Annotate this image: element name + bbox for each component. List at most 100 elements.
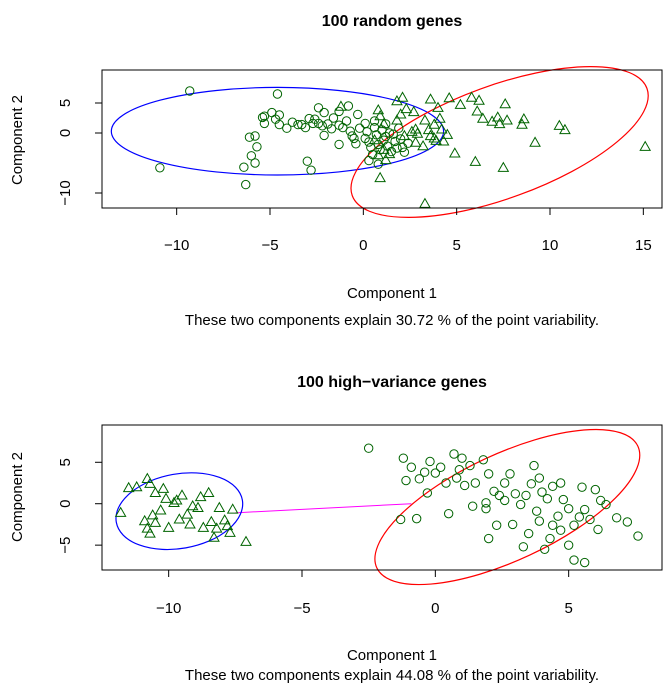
x-tick-label: 0 bbox=[359, 237, 367, 254]
data-point-triangle bbox=[221, 519, 234, 531]
data-point-triangle bbox=[122, 481, 135, 493]
data-point-circle bbox=[547, 481, 558, 492]
data-point-triangle bbox=[205, 515, 218, 527]
data-point-circle bbox=[523, 528, 534, 539]
data-point-triangle bbox=[419, 114, 431, 125]
x-tick-label: 5 bbox=[564, 600, 572, 617]
data-point-circle bbox=[510, 489, 521, 499]
data-point-triangle bbox=[213, 501, 226, 512]
data-point-circle bbox=[558, 494, 569, 505]
data-point-circle bbox=[534, 516, 545, 526]
data-point-triangle bbox=[218, 514, 231, 525]
data-point-triangle bbox=[398, 129, 411, 141]
x-tick-label: −5 bbox=[261, 237, 278, 254]
data-point-circle bbox=[529, 460, 539, 471]
data-point-triangle bbox=[448, 147, 461, 158]
data-point-triangle bbox=[144, 527, 156, 538]
data-point-circle bbox=[363, 443, 374, 453]
data-point-triangle bbox=[391, 114, 403, 125]
data-point-circle bbox=[518, 542, 529, 552]
data-point-triangle bbox=[192, 501, 204, 512]
data-point-triangle bbox=[144, 477, 156, 488]
data-point-triangle bbox=[383, 147, 396, 159]
data-point-circle bbox=[319, 130, 329, 141]
data-point-circle bbox=[553, 511, 563, 521]
data-point-triangle bbox=[368, 133, 381, 145]
x-tick-label: −10 bbox=[156, 600, 181, 617]
data-point-triangle bbox=[471, 105, 484, 116]
data-point-circle bbox=[441, 478, 451, 488]
data-point-triangle bbox=[173, 513, 186, 524]
connector-2 bbox=[235, 503, 412, 514]
data-point-circle bbox=[443, 508, 454, 519]
data-point-triangle bbox=[407, 105, 420, 117]
data-point-circle bbox=[282, 123, 292, 133]
data-point-triangle bbox=[186, 499, 199, 511]
data-point-circle bbox=[364, 137, 374, 147]
data-point-triangle bbox=[391, 94, 403, 106]
data-point-circle bbox=[451, 473, 462, 483]
plot-frame-2 bbox=[101, 424, 663, 571]
data-point-triangle bbox=[396, 91, 409, 102]
data-point-triangle bbox=[130, 480, 143, 492]
data-point-circle bbox=[459, 480, 470, 491]
x-axis-label-1: Component 1 bbox=[347, 285, 437, 302]
data-point-circle bbox=[360, 118, 370, 129]
data-point-triangle bbox=[197, 521, 210, 532]
data-point-circle bbox=[457, 453, 467, 463]
data-point-circle bbox=[354, 123, 365, 133]
data-point-circle bbox=[547, 520, 558, 530]
x-axis-label-2: Component 1 bbox=[347, 647, 437, 664]
data-point-circle bbox=[390, 136, 400, 147]
data-point-circle bbox=[505, 469, 515, 479]
data-point-triangle bbox=[372, 103, 385, 115]
data-point-circle bbox=[345, 126, 355, 136]
data-point-circle bbox=[411, 513, 422, 524]
data-point-triangle bbox=[114, 506, 127, 517]
data-point-triangle bbox=[409, 136, 422, 147]
data-point-circle bbox=[334, 106, 344, 117]
x-tick-label: −10 bbox=[164, 237, 189, 254]
cluster-ellipse-1 bbox=[115, 472, 244, 551]
data-point-circle bbox=[542, 494, 553, 504]
data-point-circle bbox=[326, 124, 337, 134]
y-tick-label: 5 bbox=[57, 99, 74, 107]
data-point-triangle bbox=[441, 128, 454, 139]
data-point-circle bbox=[185, 86, 195, 96]
data-point-circle bbox=[574, 512, 585, 522]
data-point-circle bbox=[399, 147, 410, 157]
data-point-triangle bbox=[473, 94, 485, 105]
data-point-circle bbox=[319, 107, 329, 118]
data-point-triangle bbox=[409, 123, 422, 134]
data-point-triangle bbox=[378, 143, 390, 154]
data-point-circle bbox=[425, 456, 435, 467]
data-point-triangle bbox=[417, 139, 429, 151]
data-point-circle bbox=[577, 482, 587, 492]
data-point-circle bbox=[259, 118, 270, 129]
data-point-circle bbox=[353, 109, 363, 120]
data-point-circle bbox=[494, 490, 505, 501]
points-2 bbox=[114, 443, 643, 568]
data-point-circle bbox=[585, 514, 595, 525]
data-point-triangle bbox=[465, 91, 478, 102]
data-point-circle bbox=[579, 504, 590, 515]
data-point-circle bbox=[239, 162, 249, 172]
data-point-triangle bbox=[184, 518, 196, 529]
subtitle-2: These two components explain 44.08 % of … bbox=[185, 667, 599, 684]
data-point-triangle bbox=[208, 531, 220, 542]
data-point-triangle bbox=[378, 117, 390, 129]
data-point-circle bbox=[531, 506, 542, 516]
data-point-circle bbox=[328, 113, 339, 123]
y-tick-label: 0 bbox=[57, 500, 74, 508]
x-ticks-2: −10 −5 0 5 bbox=[156, 570, 573, 617]
data-point-triangle bbox=[476, 112, 489, 123]
data-point-circle bbox=[470, 478, 481, 488]
data-point-triangle bbox=[240, 535, 252, 546]
data-point-circle bbox=[593, 524, 603, 535]
data-point-circle bbox=[308, 118, 318, 129]
data-point-circle bbox=[317, 121, 327, 131]
data-point-circle bbox=[257, 112, 268, 123]
data-point-circle bbox=[398, 453, 409, 463]
data-point-circle bbox=[601, 499, 611, 510]
data-point-circle bbox=[633, 531, 643, 541]
